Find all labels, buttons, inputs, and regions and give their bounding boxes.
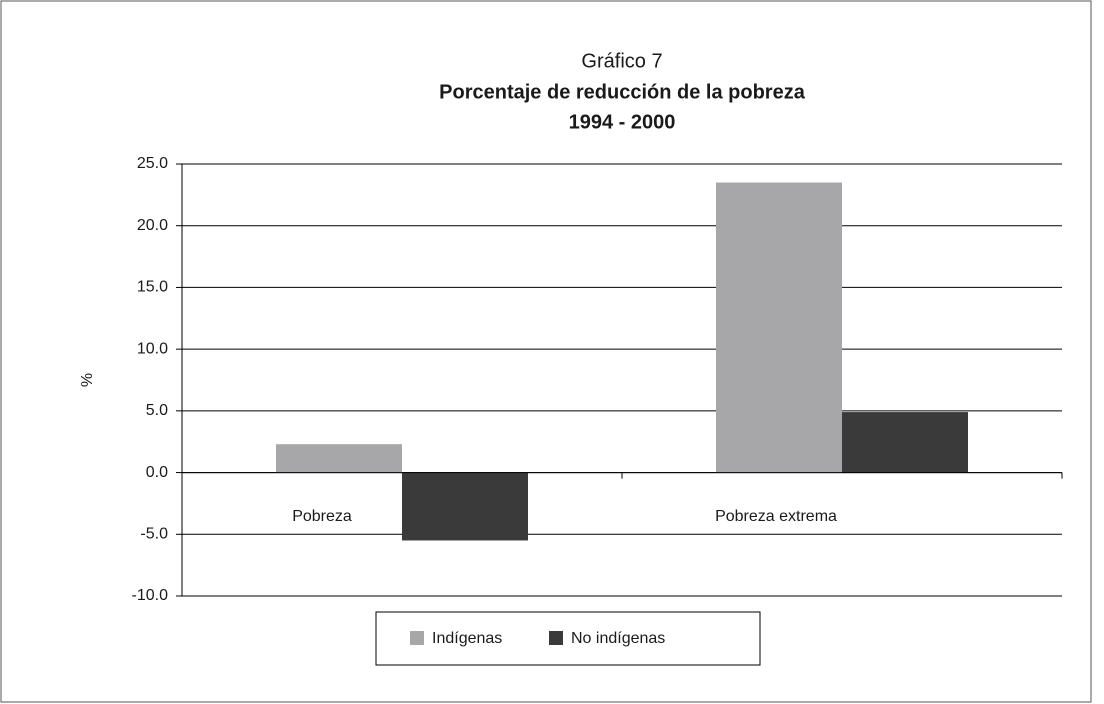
y-tick-label: 10.0 <box>137 340 168 357</box>
chart-title: Gráfico 7 <box>581 50 662 72</box>
y-tick-label: 0.0 <box>146 464 168 481</box>
x-tick-label: Pobreza <box>292 508 352 525</box>
bar <box>402 472 528 541</box>
chart-subtitle: Porcentaje de reducción de la pobreza <box>439 81 806 103</box>
y-tick-label: -5.0 <box>140 526 168 543</box>
y-tick-label: 5.0 <box>146 402 168 419</box>
bar <box>842 412 968 473</box>
legend-box <box>375 611 761 666</box>
legend-label: No indígenas <box>571 630 665 647</box>
y-tick-label: 15.0 <box>137 279 168 296</box>
legend-swatch <box>549 631 563 645</box>
y-tick-label: 25.0 <box>137 155 168 172</box>
bar <box>716 182 842 473</box>
x-tick-label: Pobreza extrema <box>715 508 837 525</box>
legend-swatch <box>410 631 424 645</box>
y-tick-label: -10.0 <box>132 587 169 604</box>
bar <box>276 444 402 473</box>
y-tick-label: 20.0 <box>137 217 168 234</box>
chart-subtitle: 1994 - 2000 <box>569 111 676 133</box>
legend-label: Indígenas <box>432 630 502 647</box>
y-axis-label: % <box>79 373 96 387</box>
